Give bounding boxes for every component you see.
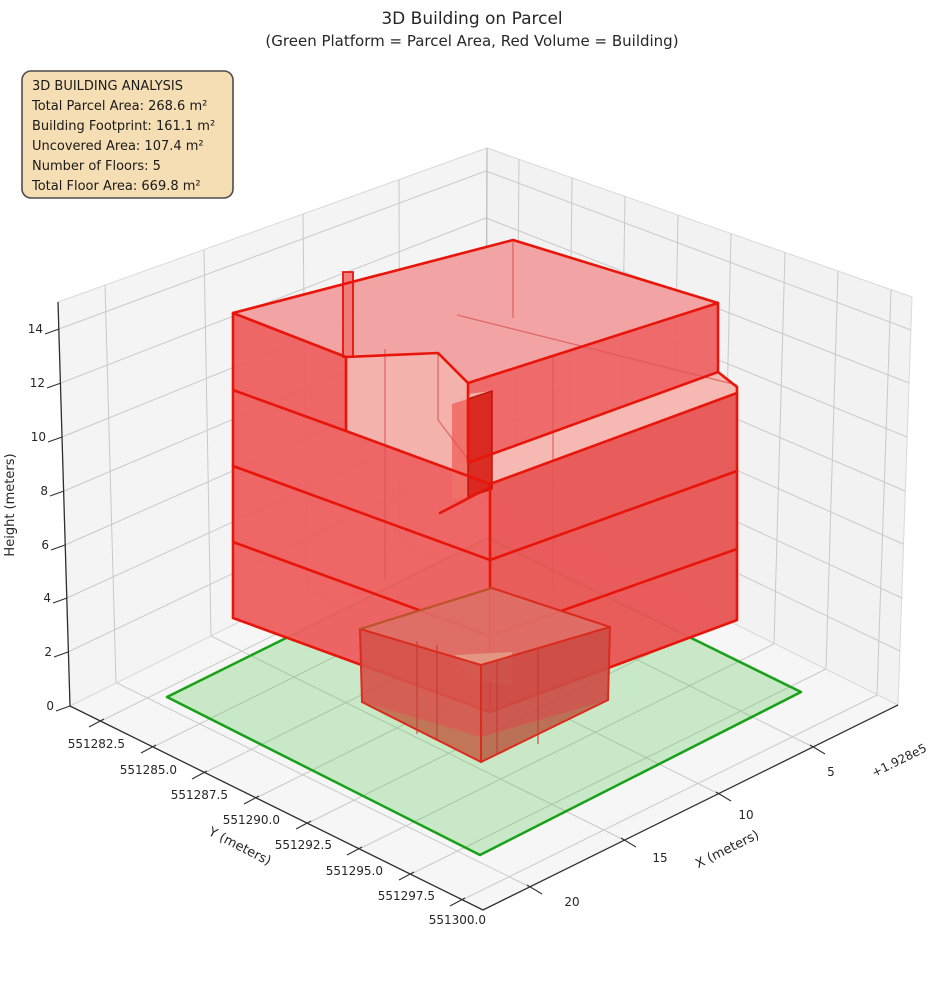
info-heading: 3D BUILDING ANALYSIS: [32, 79, 183, 94]
x-axis-label: X (meters): [693, 828, 761, 872]
z-tick: 4: [43, 591, 51, 605]
plot-title: 3D Building on Parcel: [381, 9, 562, 29]
x-spine: [482, 704, 899, 911]
info-line: Total Parcel Area: 268.6 m²: [31, 99, 207, 114]
y-tick-labels: 551282.5 551285.0 551287.5 551290.0 5512…: [68, 737, 486, 927]
x-tick-labels: 20 15 10 5: [564, 765, 834, 909]
info-line: Building Footprint: 161.1 m²: [32, 119, 215, 134]
z-tick: 14: [28, 322, 43, 336]
z-tick: 0: [46, 699, 54, 713]
shaft-front-face: [467, 389, 493, 499]
z-spine: [57, 301, 71, 707]
x-tick: 10: [738, 808, 753, 822]
plot-subtitle: (Green Platform = Parcel Area, Red Volum…: [265, 32, 678, 50]
y-spine: [69, 705, 484, 911]
y-tick: 551295.0: [326, 864, 383, 878]
analysis-info-box: 3D BUILDING ANALYSIS Total Parcel Area: …: [21, 70, 234, 199]
y-tick: 551287.5: [171, 788, 228, 802]
ground-floor-box: [359, 587, 611, 763]
y-tick: 551297.5: [378, 889, 435, 903]
floor-lines: [231, 370, 739, 638]
info-box-background: [21, 70, 234, 199]
top-floor-right-wall: [468, 303, 718, 462]
parcel-edge-artifact: [359, 587, 493, 630]
box-interior-edges: [416, 641, 539, 755]
z-axis-label: Height (meters): [3, 453, 18, 556]
z-tick: 12: [30, 376, 45, 390]
x-tick: 15: [652, 851, 667, 865]
y-tick: 551292.5: [275, 838, 332, 852]
info-line: Uncovered Area: 107.4 m²: [32, 139, 204, 154]
z-tick-labels: 0 2 4 6 8 10 12 14: [28, 322, 54, 713]
z-tick: 2: [44, 645, 52, 659]
terrace-strip: [468, 372, 737, 484]
z-tick: 8: [40, 484, 48, 498]
interior-edges: [384, 240, 738, 586]
info-line: Number of Floors: 5: [32, 159, 161, 174]
y-tick: 551290.0: [223, 813, 280, 827]
y-tick: 551285.0: [120, 763, 177, 777]
x-tick: 20: [564, 895, 579, 909]
x-axis-offset-text: +1.928e5: [869, 741, 928, 780]
y-axis-label: Y (meters): [205, 824, 273, 869]
tick-marks: [44, 328, 826, 907]
building-roof: [233, 240, 718, 383]
axis-spines: [57, 301, 899, 911]
y-tick: 551300.0: [429, 913, 486, 927]
z-tick: 10: [31, 430, 46, 444]
info-line: Total Floor Area: 669.8 m²: [31, 179, 201, 194]
x-tick: 5: [827, 765, 835, 779]
y-tick: 551282.5: [68, 737, 125, 751]
z-tick: 6: [41, 538, 49, 552]
